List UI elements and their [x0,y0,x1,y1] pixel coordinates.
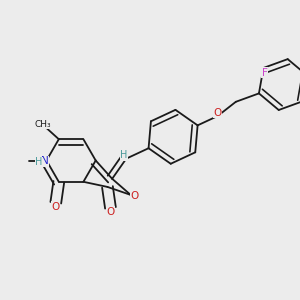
Text: H: H [120,150,128,160]
Text: H: H [35,158,42,167]
Text: O: O [131,191,139,201]
Text: O: O [106,207,115,217]
Text: N: N [41,157,49,166]
Text: CH₃: CH₃ [34,120,51,129]
Text: O: O [214,108,222,118]
Text: O: O [52,202,60,212]
Text: F: F [262,68,268,78]
